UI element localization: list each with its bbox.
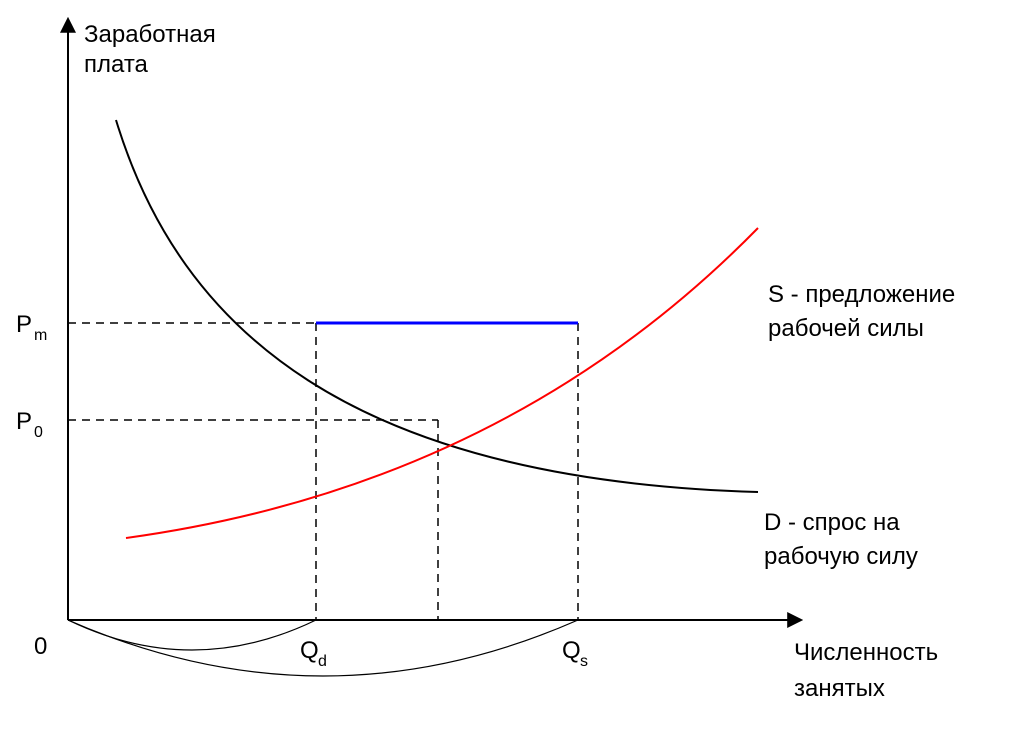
svg-text:P: P: [16, 408, 32, 435]
svg-text:d: d: [318, 653, 327, 670]
x-axis-label-1: Численность: [794, 639, 938, 666]
demand-label-2: рабочую силу: [764, 543, 918, 570]
y-axis-label-2: плата: [84, 51, 149, 78]
chart-svg: ЗаработнаяплатаЧисленностьзанятых0PmP0Qd…: [0, 0, 1018, 740]
y-axis-label-1: Заработная: [84, 21, 216, 48]
origin-label: 0: [34, 633, 47, 660]
svg-text:Q: Q: [562, 637, 581, 664]
svg-text:0: 0: [34, 424, 43, 441]
svg-text:P: P: [16, 311, 32, 338]
svg-text:Q: Q: [300, 637, 319, 664]
svg-text:m: m: [34, 327, 47, 344]
chart-bg: [0, 0, 1018, 740]
svg-text:s: s: [580, 653, 588, 670]
x-axis-label-2: занятых: [794, 675, 885, 702]
chart-container: ЗаработнаяплатаЧисленностьзанятых0PmP0Qd…: [0, 0, 1018, 740]
supply-label-2: рабочей силы: [768, 315, 924, 342]
supply-label-1: S - предложение: [768, 281, 955, 308]
demand-label-1: D - спрос на: [764, 509, 900, 536]
